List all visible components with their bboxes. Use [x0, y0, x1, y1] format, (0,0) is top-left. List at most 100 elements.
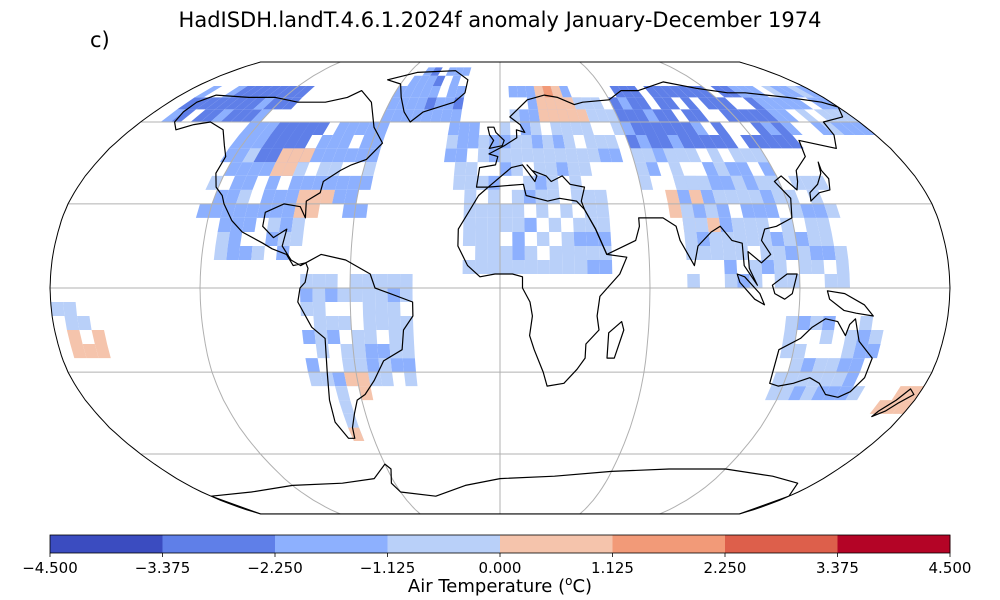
anomaly-cell — [246, 162, 265, 176]
anomaly-cell — [239, 86, 265, 98]
anomaly-cell — [707, 175, 724, 190]
anomaly-cell — [554, 148, 568, 163]
anomaly-cell — [700, 189, 716, 204]
anomaly-cell — [445, 67, 458, 76]
anomaly-cell — [719, 135, 739, 149]
anomaly-cell — [787, 97, 814, 110]
anomaly-cell — [737, 274, 750, 288]
anomaly-cell — [327, 162, 344, 176]
anomaly-cell — [341, 358, 356, 373]
anomaly-cell — [543, 148, 556, 163]
anomaly-cell — [257, 86, 282, 98]
anomaly-cell — [834, 246, 849, 260]
anomaly-cell — [343, 148, 359, 163]
coastline — [871, 388, 915, 418]
anomaly-cell — [749, 122, 772, 135]
anomaly-cell — [258, 162, 276, 176]
colorbar-bin — [275, 535, 388, 553]
anomaly-cell — [190, 109, 216, 122]
anomaly-cell — [215, 232, 230, 246]
anomaly-cell — [475, 232, 488, 246]
anomaly-cell — [718, 175, 736, 190]
anomaly-cell — [811, 386, 830, 401]
anomaly-cell — [205, 175, 224, 190]
anomaly-cell — [253, 148, 273, 163]
anomaly-cell — [374, 122, 391, 135]
anomaly-cell — [389, 344, 403, 359]
anomaly-cell — [677, 135, 696, 149]
anomaly-cell — [617, 86, 635, 98]
anomaly-cell — [682, 217, 697, 232]
coastline — [457, 183, 628, 387]
anomaly-cell — [160, 109, 187, 122]
anomaly-cell — [750, 135, 772, 149]
anomaly-cell — [799, 175, 819, 190]
anomaly-cell — [325, 316, 340, 330]
coastlines — [174, 70, 915, 514]
anomaly-cell — [548, 217, 562, 232]
anomaly-cell — [478, 135, 490, 149]
anomaly-cell — [839, 122, 866, 135]
anomaly-cell — [465, 162, 478, 176]
anomaly-cell — [698, 246, 712, 260]
anomaly-cell — [280, 122, 301, 135]
anomaly-cell — [574, 260, 588, 274]
anomaly-cell — [256, 203, 272, 218]
anomaly-cell — [361, 162, 377, 176]
anomaly-cell — [786, 86, 815, 98]
anomaly-cell — [550, 86, 563, 98]
anomaly-cell — [741, 175, 760, 190]
anomaly-cell — [224, 97, 249, 110]
anomaly-cell — [520, 135, 533, 149]
colorbar-label: Air Temperature (oC) — [407, 574, 593, 597]
anomaly-cell — [523, 175, 536, 190]
anomaly-cell — [604, 109, 620, 122]
anomaly-cell — [440, 109, 453, 122]
anomaly-cell — [708, 135, 728, 149]
anomaly-cell — [659, 122, 678, 135]
anomaly-cell — [599, 246, 612, 260]
anomaly-cell — [268, 203, 284, 218]
anomaly-cell — [704, 203, 719, 218]
anomaly-cell — [596, 203, 610, 218]
anomaly-cell — [281, 162, 299, 176]
anomaly-cell — [430, 109, 443, 122]
anomaly-cell — [238, 246, 253, 260]
colorbar-bin — [837, 535, 951, 553]
anomaly-cell — [688, 189, 704, 204]
anomaly-cell — [526, 97, 538, 110]
anomaly-cell — [742, 97, 766, 110]
anomaly-cell — [723, 189, 740, 204]
anomaly-cell — [215, 97, 240, 110]
colorbar-tick-label: −1.125 — [360, 559, 416, 577]
anomaly-cell — [240, 175, 259, 190]
anomaly-cell — [453, 67, 465, 76]
anomaly-cell — [458, 122, 471, 135]
anomaly-cell — [634, 162, 650, 176]
anomaly-cell — [312, 302, 326, 316]
anomaly-cell — [537, 260, 550, 274]
anomaly-cell — [824, 274, 838, 288]
anomaly-cell — [781, 135, 804, 149]
anomaly-cell — [669, 122, 688, 135]
coastline — [769, 318, 873, 398]
anomaly-cell — [392, 86, 408, 98]
anomaly-cell — [757, 162, 777, 176]
anomaly-cell — [757, 232, 773, 246]
anomaly-cell — [626, 86, 644, 98]
anomaly-cell — [200, 109, 225, 122]
anomaly-cell — [684, 148, 702, 163]
anomaly-cell — [811, 175, 830, 190]
anomaly-cell — [353, 122, 371, 135]
anomaly-cell — [279, 217, 294, 232]
anomaly-cell — [557, 109, 570, 122]
anomaly-cell — [378, 358, 392, 373]
anomaly-cell — [213, 246, 228, 260]
anomaly-cell — [291, 217, 306, 232]
anomaly-cell — [340, 344, 355, 359]
anomaly-cell — [387, 302, 401, 316]
anomaly-cell — [573, 217, 586, 232]
anomaly-cell — [326, 135, 344, 149]
anomaly-cell — [798, 260, 813, 274]
anomaly-cell — [574, 246, 588, 260]
